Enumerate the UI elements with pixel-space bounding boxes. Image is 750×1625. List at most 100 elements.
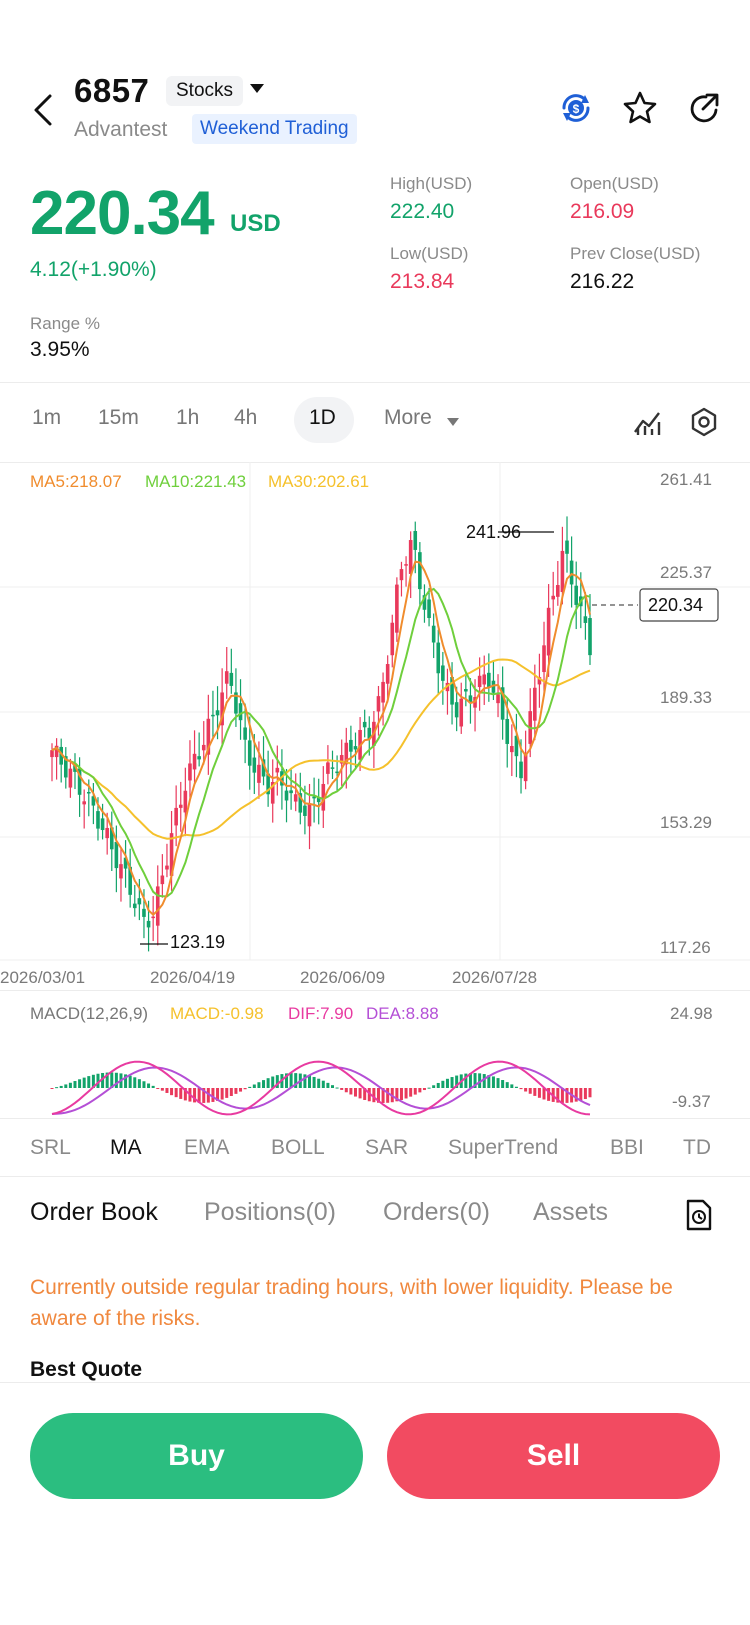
macd-histogram xyxy=(50,1072,592,1103)
timeframe-1m[interactable]: 1m xyxy=(32,406,62,429)
candle-body xyxy=(114,841,119,869)
range-value: 3.95% xyxy=(30,338,90,361)
macd-bar xyxy=(303,1074,307,1088)
star-icon[interactable] xyxy=(620,88,660,128)
macd-bar xyxy=(376,1088,380,1103)
candle-body xyxy=(247,740,252,766)
candle-body xyxy=(280,771,284,786)
candle-body xyxy=(243,727,247,740)
candle-body xyxy=(215,710,220,716)
timeframe-more[interactable]: More xyxy=(384,406,432,429)
candle-body xyxy=(546,607,551,656)
indicator-tab-ema[interactable]: EMA xyxy=(184,1136,230,1159)
price-chart[interactable] xyxy=(0,462,750,962)
macd-chart[interactable] xyxy=(0,1020,750,1120)
prev-close-value: 216.22 xyxy=(570,270,635,293)
timeframe-1h[interactable]: 1h xyxy=(176,406,200,429)
macd-bar xyxy=(275,1075,279,1088)
candle-body xyxy=(165,865,169,870)
macd-bar xyxy=(50,1088,54,1089)
candle-body xyxy=(468,695,473,704)
timeframe-15m[interactable]: 15m xyxy=(98,406,139,429)
candle-body xyxy=(220,692,224,726)
macd-bar xyxy=(482,1074,486,1088)
last-price-tag: 220.34 xyxy=(648,595,704,615)
settings-icon[interactable] xyxy=(688,406,720,438)
macd-bar xyxy=(239,1088,243,1092)
candle-body xyxy=(128,866,132,895)
tab-order-book[interactable]: Order Book xyxy=(30,1198,158,1226)
indicator-tab-ma[interactable]: MA xyxy=(110,1136,142,1159)
indicator-tab-sar[interactable]: SAR xyxy=(365,1136,409,1159)
candle-body xyxy=(542,645,546,673)
candle-body xyxy=(224,671,229,684)
svg-text:$: $ xyxy=(573,102,580,116)
indicator-tab-supertrend[interactable]: SuperTrend xyxy=(448,1136,559,1159)
price-currency: USD xyxy=(230,210,281,237)
back-button[interactable] xyxy=(28,90,58,130)
macd-bar xyxy=(542,1088,546,1100)
macd-bar xyxy=(399,1088,403,1101)
indicator-chart-icon[interactable] xyxy=(632,406,664,438)
macd-value: MACD:-0.98 xyxy=(170,1004,264,1023)
security-type-dropdown[interactable]: Stocks xyxy=(166,76,244,106)
indicator-tab-srl[interactable]: SRL xyxy=(30,1136,71,1159)
candle-body xyxy=(450,676,454,705)
tab-positions[interactable]: Positions(0) xyxy=(204,1198,336,1226)
timeframe-4h[interactable]: 4h xyxy=(234,406,258,429)
buy-button[interactable]: Buy xyxy=(30,1413,363,1499)
timeframe-1d[interactable]: 1D xyxy=(309,406,336,429)
price-change: 4.12(+1.90%) xyxy=(30,258,157,281)
macd-bar xyxy=(91,1074,95,1088)
low-value: 213.84 xyxy=(390,270,455,293)
share-icon[interactable] xyxy=(684,88,724,128)
candle-body xyxy=(385,664,390,684)
ma30-legend: MA30:202.61 xyxy=(268,472,370,491)
candle-body xyxy=(344,742,349,765)
range-label: Range % xyxy=(30,314,100,333)
divider xyxy=(0,1382,750,1383)
candle-body xyxy=(293,794,298,802)
candle-body xyxy=(266,773,270,795)
caret-down-icon[interactable] xyxy=(447,418,459,426)
candle-body xyxy=(588,618,592,656)
macd-bar xyxy=(381,1088,385,1103)
candle-body xyxy=(349,739,353,752)
macd-bar xyxy=(216,1088,220,1101)
candle-body xyxy=(436,642,441,674)
currency-exchange-icon[interactable]: $ xyxy=(556,88,596,128)
macd-bar xyxy=(229,1088,233,1096)
macd-bar xyxy=(363,1088,367,1100)
macd-bar xyxy=(225,1088,229,1098)
macd-bar xyxy=(68,1082,72,1088)
macd-bar xyxy=(491,1076,495,1088)
macd-bar xyxy=(409,1088,413,1097)
candle-body xyxy=(59,746,63,765)
macd-bar xyxy=(445,1078,449,1088)
candle-body xyxy=(519,761,523,779)
high-label: High(USD) xyxy=(390,174,473,193)
best-quote-title: Best Quote xyxy=(30,1358,143,1381)
candle-body xyxy=(54,745,59,758)
ma30-line xyxy=(51,658,591,840)
candle-body xyxy=(100,818,105,831)
candle-body xyxy=(105,827,109,839)
open-value: 216.09 xyxy=(570,200,635,223)
order-history-icon[interactable] xyxy=(684,1198,714,1232)
tab-orders[interactable]: Orders(0) xyxy=(383,1198,490,1226)
sell-button[interactable]: Sell xyxy=(387,1413,720,1499)
tab-assets[interactable]: Assets xyxy=(533,1198,609,1226)
candle-body xyxy=(312,796,316,799)
chevron-left-icon xyxy=(34,94,52,126)
macd-bar xyxy=(335,1087,339,1089)
x-axis-label: 2026/03/01 xyxy=(0,968,86,987)
candle-body xyxy=(362,721,367,728)
indicator-tab-bbi[interactable]: BBI xyxy=(610,1136,644,1159)
indicator-tab-td[interactable]: TD xyxy=(683,1136,711,1159)
candle-body xyxy=(82,801,86,805)
candle-body xyxy=(477,675,482,688)
indicator-tab-boll[interactable]: BOLL xyxy=(271,1136,325,1159)
macd-bar xyxy=(514,1086,518,1088)
caret-down-icon[interactable] xyxy=(250,84,264,93)
candle-body xyxy=(77,768,82,795)
